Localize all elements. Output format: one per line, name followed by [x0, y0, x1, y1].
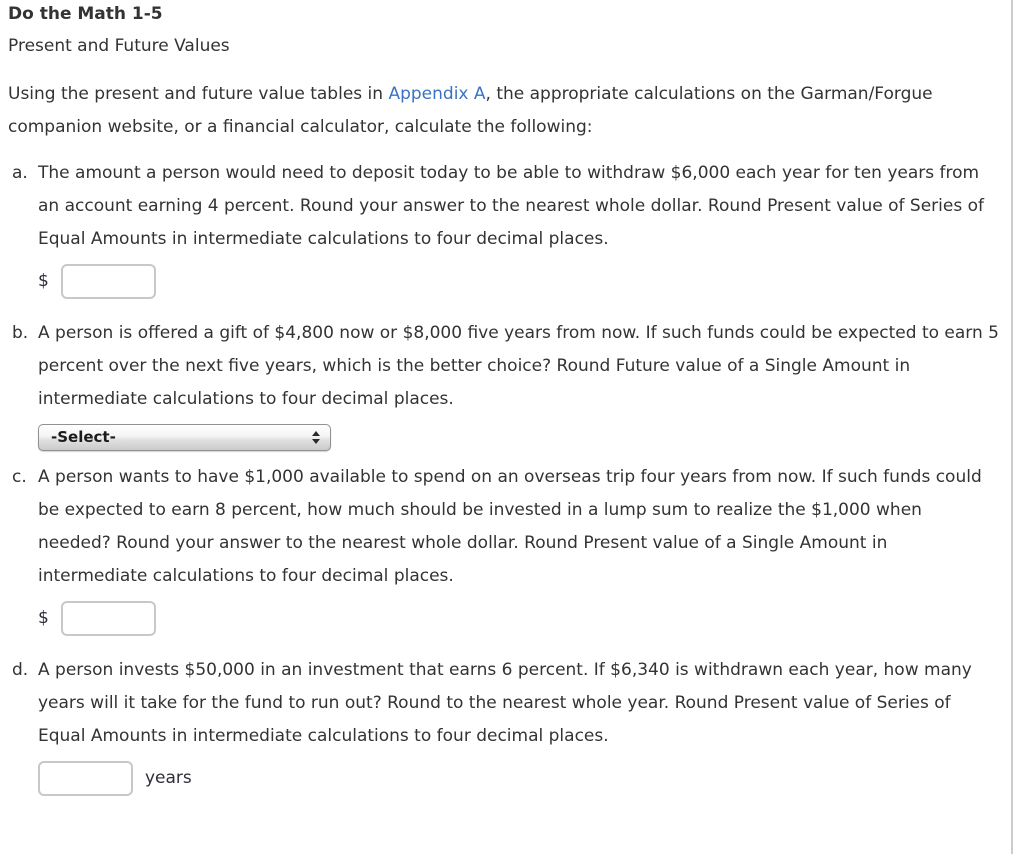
question-b: b. A person is offered a gift of $4,800 … [8, 317, 999, 461]
question-c-text: A person wants to have $1,000 available … [38, 467, 982, 586]
answer-c-row: $ [38, 601, 999, 636]
arrow-down-icon [312, 439, 320, 444]
intro-paragraph: Using the present and future value table… [8, 78, 999, 144]
intro-text-post: , the appropriate calculations on the Ga… [8, 84, 933, 137]
question-b-text: A person is offered a gift of $4,800 now… [38, 323, 999, 409]
appendix-a-link[interactable]: Appendix A [388, 84, 486, 104]
question-d-text: A person invests $50,000 in an investmen… [38, 660, 972, 746]
question-c-letter: c. [12, 467, 27, 487]
answer-c-input[interactable] [60, 601, 156, 636]
dollar-sign-label-c: $ [38, 608, 49, 628]
page-subtitle: Present and Future Values [8, 36, 230, 56]
answer-a-input[interactable] [60, 264, 156, 299]
question-d-letter: d. [12, 660, 29, 680]
answer-d-input[interactable] [38, 761, 133, 796]
up-down-arrows-icon [312, 431, 320, 444]
intro-text-pre: Using the present and future value table… [8, 84, 389, 104]
question-a-text: The amount a person would need to deposi… [38, 163, 984, 249]
page-title: Do the Math 1-5 [8, 4, 163, 24]
years-label: years [145, 768, 192, 788]
question-c: c. A person wants to have $1,000 availab… [8, 461, 999, 654]
dollar-sign-label-a: $ [38, 271, 49, 291]
answer-a-row: $ [38, 264, 999, 299]
answer-b-select[interactable]: -Select- [38, 424, 331, 451]
question-a-letter: a. [12, 163, 28, 183]
arrow-up-icon [312, 431, 320, 436]
question-d: d. A person invests $50,000 in an invest… [8, 654, 999, 814]
question-a: a. The amount a person would need to dep… [8, 157, 999, 317]
question-b-letter: b. [12, 323, 29, 343]
answer-d-row: years [38, 761, 999, 796]
select-selected-value: -Select- [51, 428, 116, 446]
